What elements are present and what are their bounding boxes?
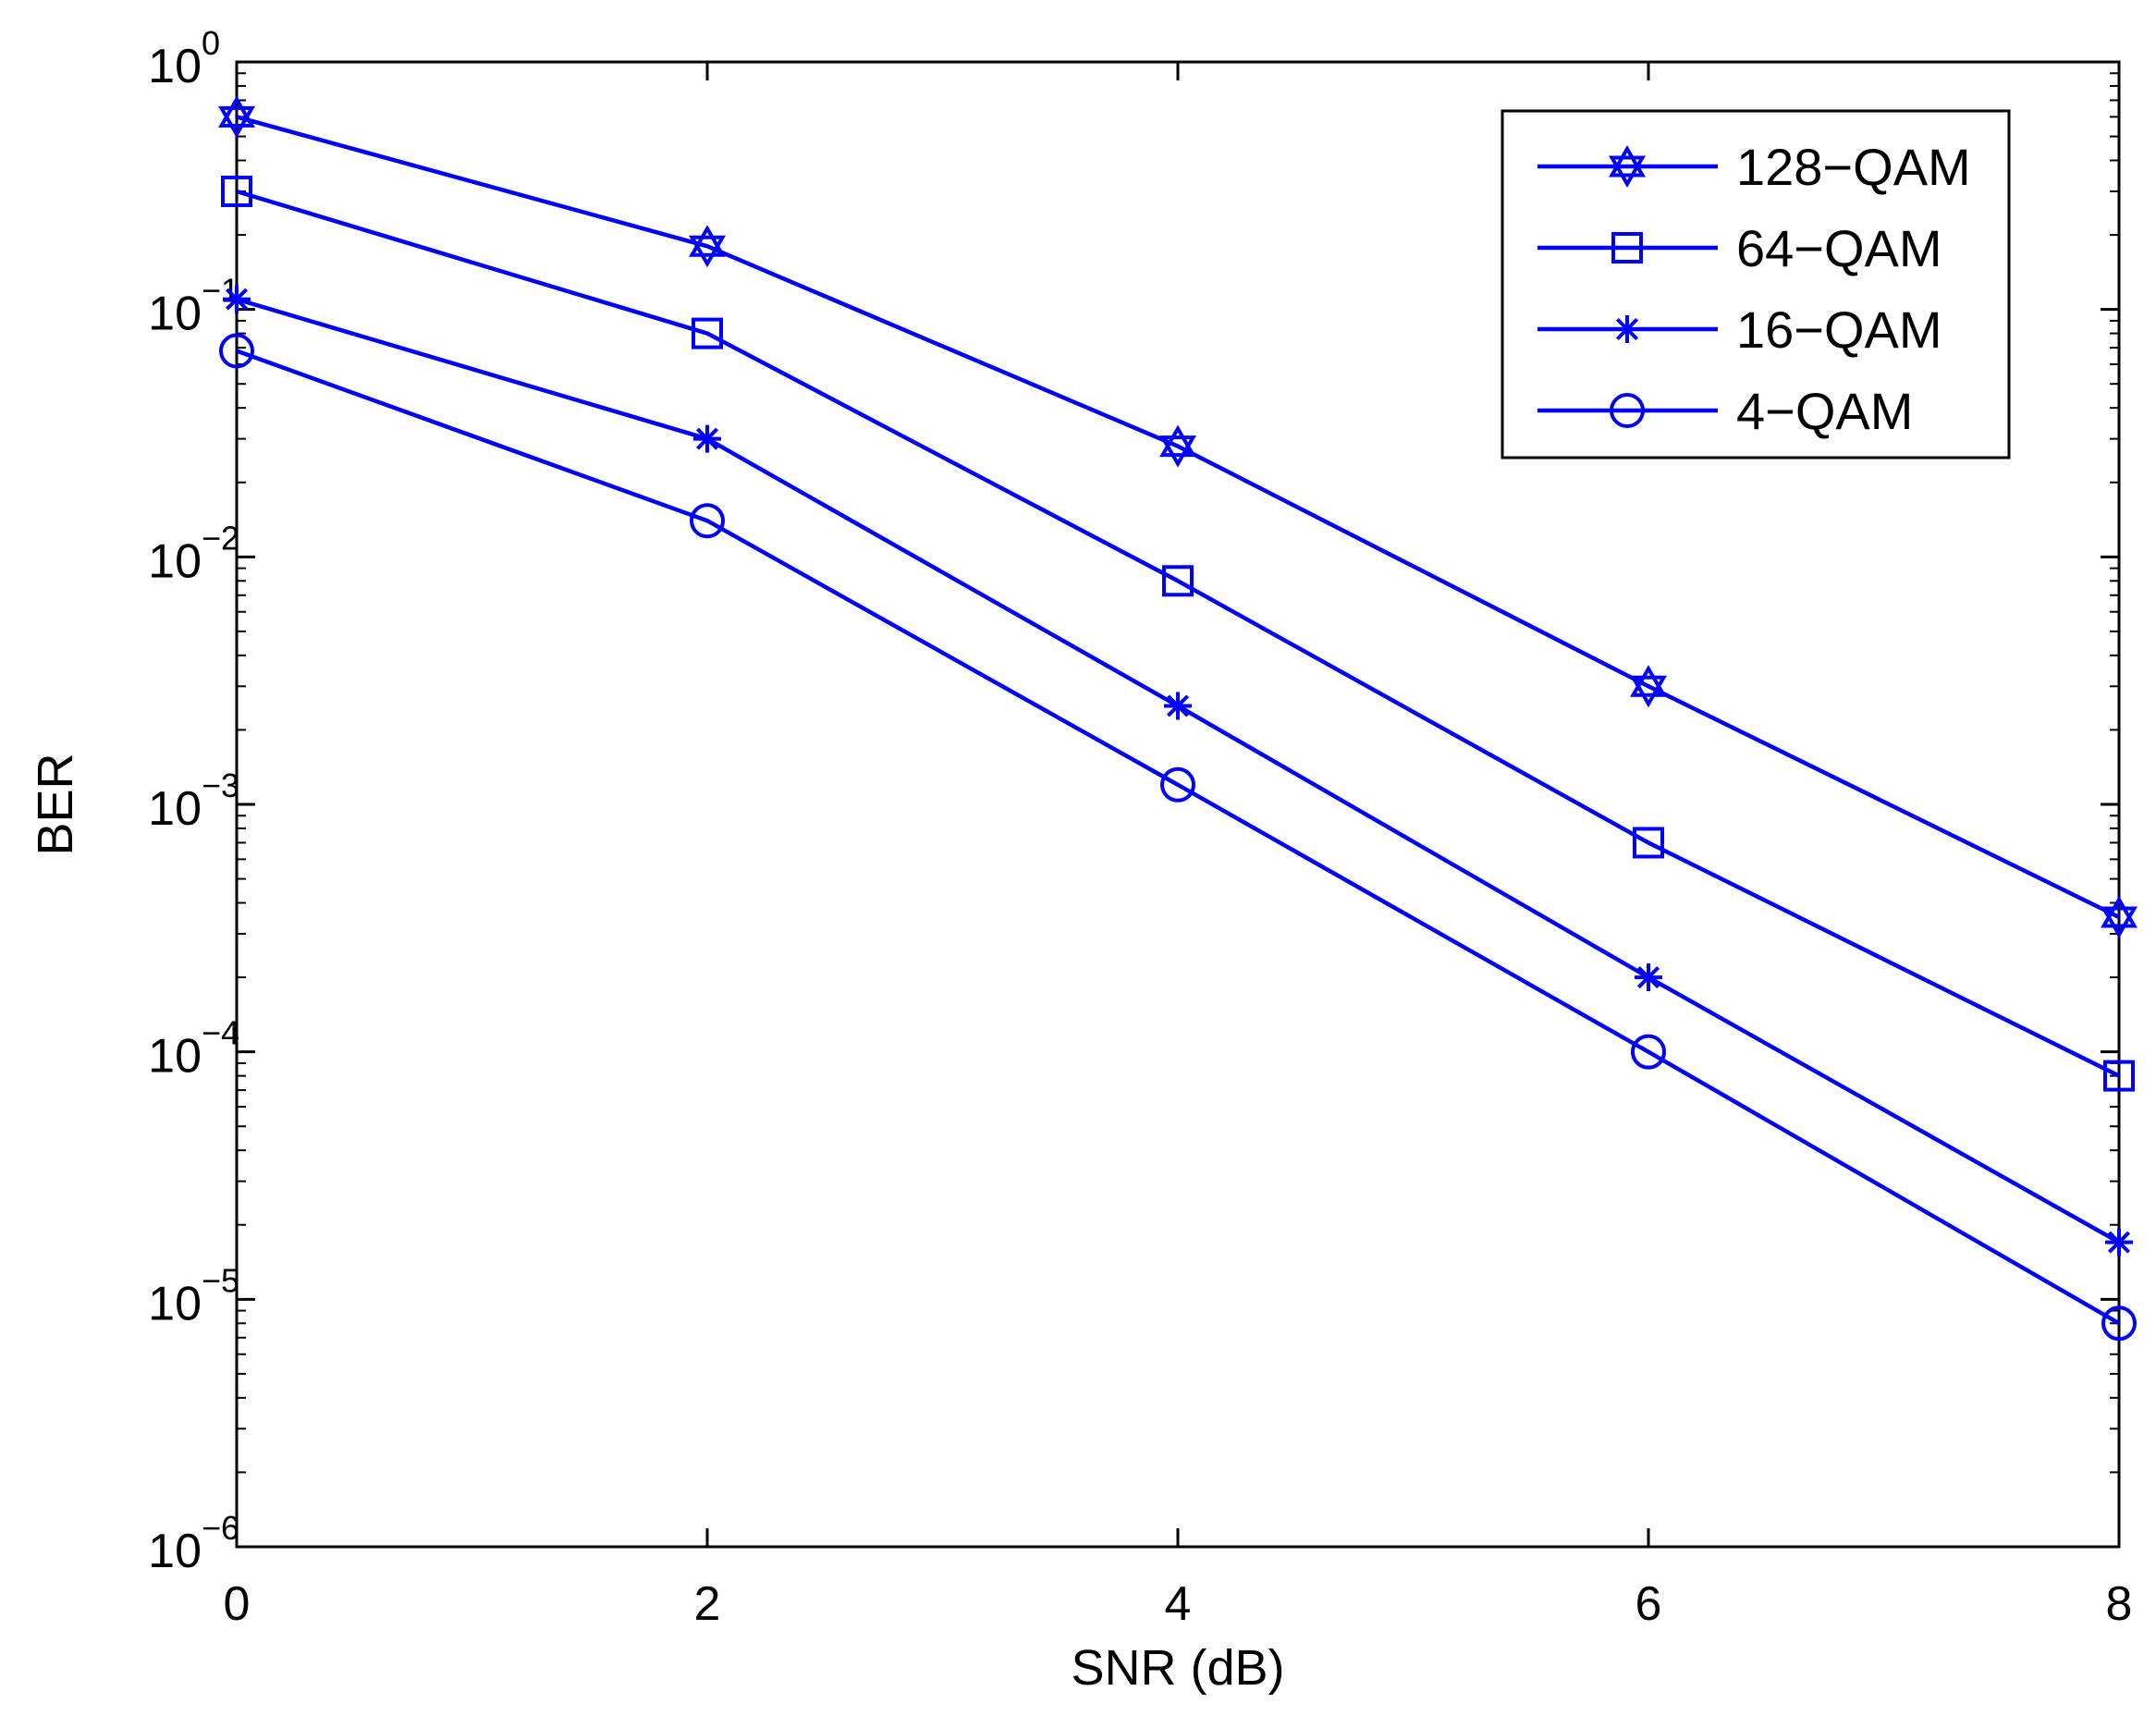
data-point-4-qam [1631, 1034, 1666, 1070]
legend-box [1501, 109, 2011, 460]
x-tick-label: 4 [1165, 1577, 1192, 1631]
data-point-16-qam [2105, 1228, 2133, 1256]
data-point-128-qam [2101, 896, 2138, 938]
data-point-4-qam [1160, 766, 1195, 803]
data-point-64-qam [1633, 827, 1664, 859]
data-point-16-qam [1164, 692, 1192, 720]
y-tick-label: 10 [148, 1277, 202, 1330]
legend-marker-4-qam [1610, 393, 1645, 428]
data-point-64-qam [1162, 565, 1194, 597]
data-point-16-qam [693, 424, 721, 453]
data-point-128-qam [218, 95, 255, 139]
legend-label-64-qam: 64−QAM [1736, 219, 1942, 277]
x-tick-labels: 0 2 4 6 8 [224, 1577, 2133, 1631]
data-point-4-qam [690, 503, 725, 539]
series-markers [218, 95, 2138, 1342]
data-point-128-qam [689, 225, 726, 268]
series-line-4-qam [236, 349, 2121, 1326]
data-point-16-qam [1635, 963, 1662, 992]
y-tick-label: 10 [148, 782, 202, 836]
data-point-4-qam [2101, 1305, 2137, 1342]
y-tick-exponent: −3 [202, 766, 239, 804]
data-point-16-qam [223, 285, 251, 313]
y-tick-label: 10 [148, 40, 202, 93]
y-tick-exponent: −5 [202, 1261, 239, 1299]
legend-label-16-qam: 16−QAM [1736, 300, 1942, 359]
legend-marker-16-qam [1613, 315, 1641, 343]
x-tick-label: 6 [1635, 1577, 1662, 1631]
data-point-128-qam [1159, 424, 1196, 468]
x-tick-label: 8 [2106, 1577, 2133, 1631]
y-tick-exponent: −4 [202, 1014, 239, 1052]
x-tick-label: 2 [694, 1577, 721, 1631]
y-tick-exponent: −6 [202, 1509, 239, 1547]
legend-label-128-qam: 128−QAM [1736, 138, 1971, 196]
x-tick-label: 0 [224, 1577, 251, 1631]
data-point-4-qam [219, 333, 254, 369]
series-line-128-qam [236, 115, 2120, 920]
y-tick-label: 10 [148, 1525, 202, 1578]
y-tick-label: 10 [148, 534, 202, 588]
y-tick-exponent: −2 [202, 519, 239, 557]
data-point-64-qam [2103, 1060, 2135, 1092]
y-tick-label: 10 [148, 288, 202, 341]
series-line-64-qam [236, 189, 2120, 1078]
data-point-64-qam [692, 317, 723, 349]
y-axis-title: BER [28, 753, 83, 855]
legend: 128−QAM 64−QAM 16−QAM 4−QAM [1501, 109, 2011, 460]
legend-marker-64-qam [1611, 232, 1643, 263]
data-point-128-qam [1630, 665, 1667, 708]
y-tick-label: 10 [148, 1030, 202, 1084]
legend-label-4-qam: 4−QAM [1736, 382, 1913, 440]
axis-ticks [235, 60, 2121, 1549]
x-axis-title: SNR (dB) [1071, 1640, 1284, 1696]
legend-marker-128-qam [1609, 145, 1646, 188]
data-point-64-qam [221, 175, 252, 207]
y-tick-exponent: 0 [202, 24, 220, 62]
